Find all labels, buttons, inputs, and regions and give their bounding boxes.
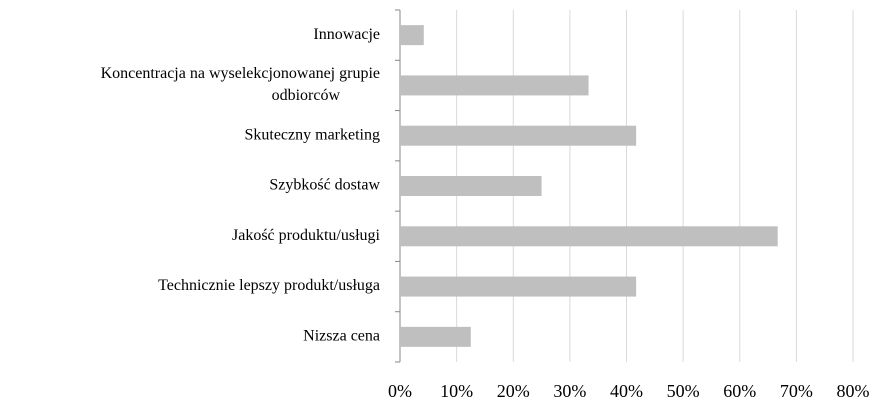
bar: [400, 326, 471, 347]
bar: [400, 226, 778, 247]
bar: [400, 176, 542, 196]
x-tick-label: 40%: [610, 381, 643, 401]
x-tick-label: 50%: [667, 381, 700, 401]
y-tick-label: odbiorców: [272, 87, 341, 104]
x-tick-label: 60%: [723, 381, 756, 401]
bar: [400, 25, 424, 46]
bar: [400, 75, 589, 96]
y-tick-label: Szybkość dostaw: [269, 177, 380, 194]
x-tick-label: 10%: [440, 381, 473, 401]
x-tick-label: 30%: [553, 381, 586, 401]
y-tick-label: Koncentracja na wyselekcjonowanej grupie: [101, 65, 380, 82]
y-tick-label: Nizsza cena: [303, 328, 380, 345]
y-tick-label: Jakość produktu/usługi: [232, 227, 381, 244]
y-tick-label: Technicznie lepszy produkt/usługa: [158, 277, 380, 294]
y-tick-label: Innowacje: [313, 26, 380, 43]
bar: [400, 276, 637, 297]
bar: [400, 125, 637, 146]
x-tick-label: 70%: [780, 381, 813, 401]
y-tick-label: Skuteczny marketing: [244, 126, 380, 143]
x-tick-label: 80%: [837, 381, 870, 401]
x-tick-label: 0%: [388, 381, 412, 401]
x-tick-label: 20%: [497, 381, 530, 401]
